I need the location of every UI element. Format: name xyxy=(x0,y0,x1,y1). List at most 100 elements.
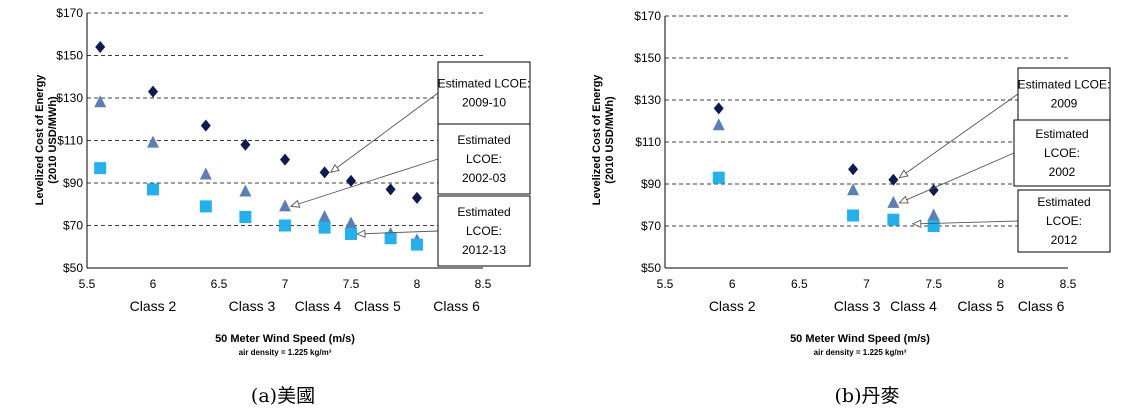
callout-arrow xyxy=(356,230,439,235)
point-s2012 xyxy=(384,232,397,245)
x-tick-label: 8 xyxy=(414,277,421,291)
y-tick-label: $130 xyxy=(634,93,661,107)
point-s2009 xyxy=(385,183,396,196)
y-tick-label: $90 xyxy=(63,176,83,190)
point-s2002 xyxy=(318,210,331,222)
y-tick-label: $170 xyxy=(634,9,661,23)
point-s2002 xyxy=(712,118,725,131)
callout-arrowhead xyxy=(355,229,366,238)
point-s2009 xyxy=(888,173,899,186)
point-s2009 xyxy=(148,85,158,98)
x-tick-label: 6.5 xyxy=(211,277,228,291)
x-tick-label: 7 xyxy=(282,277,289,291)
y-tick-label: $90 xyxy=(641,177,661,191)
wind-class-label: Class 2 xyxy=(709,298,756,314)
point-s2009 xyxy=(280,153,290,166)
y-axis-title-line: Levelized Cost of Energy xyxy=(34,74,46,206)
y-tick-label: $170 xyxy=(56,6,83,20)
point-s2012 xyxy=(279,219,291,232)
wind-class-label: Class 4 xyxy=(295,298,342,314)
point-s2012 xyxy=(927,220,940,232)
point-s2012 xyxy=(712,171,725,184)
x-tick-label: 8.5 xyxy=(475,277,492,291)
point-s2009 xyxy=(713,102,724,115)
point-s2002 xyxy=(94,95,107,108)
x-axis-subtitle: air density = 1.225 kg/m³ xyxy=(239,348,332,357)
wind-class-label: Class 6 xyxy=(433,298,480,314)
callout-text: Estimated xyxy=(457,133,510,147)
callout-text: Estimated LCOE: xyxy=(438,77,531,91)
y-tick-label: $150 xyxy=(56,49,83,63)
point-s2002 xyxy=(239,184,252,197)
point-s2009 xyxy=(95,41,106,53)
callout-box xyxy=(437,61,531,125)
x-tick-label: 6 xyxy=(150,277,157,291)
point-s2002 xyxy=(887,195,900,208)
x-axis-title: 50 Meter Wind Speed (m/s) xyxy=(215,333,355,345)
y-axis-title-line: (2010 USD/MWh) xyxy=(47,96,59,184)
callout-arrowhead xyxy=(911,219,922,228)
callout-text: Estimated xyxy=(457,205,510,219)
y-axis-title: Levelized Cost of Energy(2010 USD/MWh) xyxy=(34,74,59,206)
callout-text: 2009 xyxy=(1051,97,1078,111)
callout-text: 2009-10 xyxy=(462,96,506,110)
y-axis-title: Levelized Cost of Energy(2010 USD/MWh) xyxy=(591,74,616,206)
y-tick-label: $150 xyxy=(634,51,661,65)
y-tick-label: $110 xyxy=(57,134,83,148)
chart-panel-2: $50 $70 $90 $110 $130 $150 $170 5.5 6 6.5 7 7.5 8 8.5… xyxy=(591,9,1111,407)
point-s2002 xyxy=(279,199,291,212)
x-axis-title: 50 Meter Wind Speed (m/s) xyxy=(790,333,930,345)
point-s2009 xyxy=(346,174,356,187)
y-tick-label: $70 xyxy=(641,219,661,233)
point-s2002 xyxy=(147,135,159,148)
wind-class-label: Class 5 xyxy=(957,298,1004,314)
caption: (a)美國 xyxy=(251,385,315,407)
wind-class-label: Class 3 xyxy=(229,298,276,314)
point-s2012 xyxy=(318,221,331,234)
point-s2009 xyxy=(240,138,251,151)
wind-class-label: Class 6 xyxy=(1018,298,1065,314)
point-s2012 xyxy=(239,211,252,223)
y-tick-label: $50 xyxy=(641,261,661,275)
callout-arrow xyxy=(899,152,1015,204)
point-s2012 xyxy=(345,228,357,240)
point-s2009 xyxy=(848,163,859,176)
y-tick-label: $110 xyxy=(635,135,661,149)
x-tick-label: 7 xyxy=(863,277,870,291)
point-s2009 xyxy=(200,119,211,132)
callout-arrow xyxy=(330,92,439,173)
callout-text: LCOE: xyxy=(466,224,502,238)
callout-box xyxy=(437,195,531,267)
y-tick-label: $50 xyxy=(63,261,83,275)
y-tick-label: $70 xyxy=(63,219,83,233)
point-s2002 xyxy=(199,167,212,180)
wind-class-label: Class 4 xyxy=(890,298,937,314)
point-s2012 xyxy=(411,238,423,251)
x-tick-label: 7.5 xyxy=(343,277,360,291)
callout-arrowhead xyxy=(289,199,301,208)
callout-arrowhead xyxy=(898,169,909,179)
x-tick-label: 8.5 xyxy=(1060,277,1077,291)
callout-text: LCOE: xyxy=(1044,146,1080,160)
wind-class-label: Class 3 xyxy=(834,298,881,314)
callout-text: Estimated LCOE: xyxy=(1018,78,1111,92)
callout-text: LCOE: xyxy=(466,152,502,166)
point-s2012 xyxy=(147,183,159,196)
wind-class-label: Class 5 xyxy=(354,298,401,314)
caption: (b)丹麥 xyxy=(835,385,900,407)
callout-text: Estimated xyxy=(1035,127,1088,141)
callout-text: LCOE: xyxy=(1046,214,1082,228)
point-s2002 xyxy=(927,208,940,221)
point-s2009 xyxy=(412,191,422,204)
callout-text: 2002 xyxy=(1049,165,1076,179)
callout-arrow xyxy=(899,93,1019,179)
x-tick-label: 7.5 xyxy=(925,277,942,291)
x-tick-label: 6.5 xyxy=(791,277,808,291)
callout-box xyxy=(1017,189,1111,253)
point-s2009 xyxy=(319,166,330,179)
callout-text: 2012-13 xyxy=(462,243,506,257)
point-s2012 xyxy=(199,200,212,213)
callout-box xyxy=(437,123,531,195)
point-s2002 xyxy=(847,183,860,196)
